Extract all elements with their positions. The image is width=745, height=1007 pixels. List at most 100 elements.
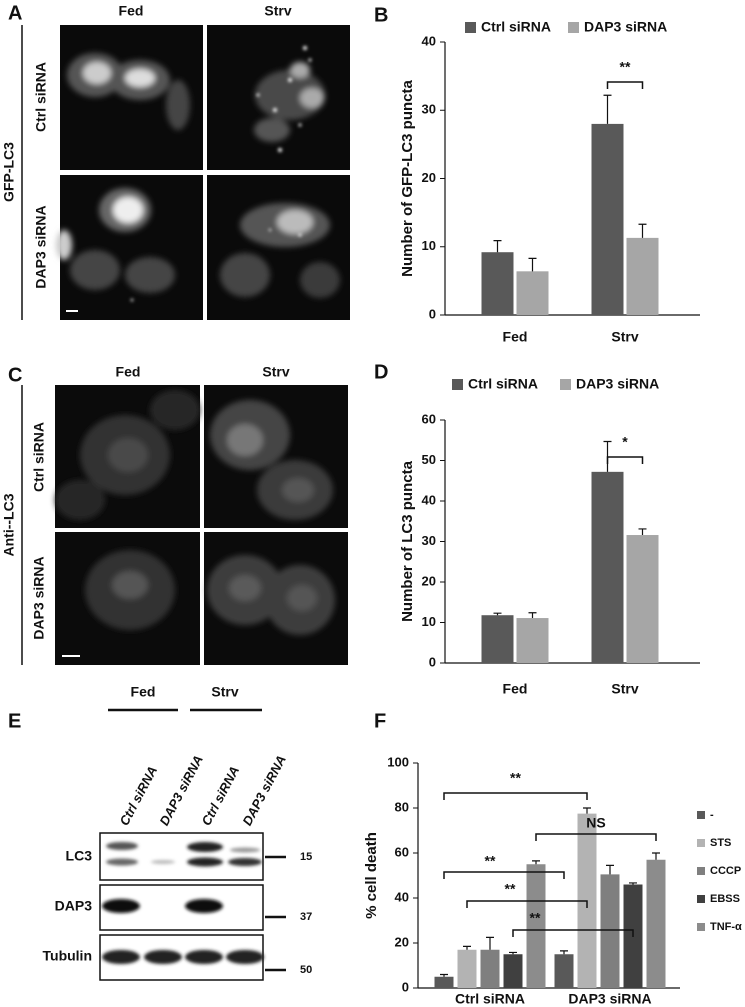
legend-label: Ctrl siRNA <box>468 376 538 392</box>
error-bar <box>583 807 591 814</box>
stain-label: GFP-LC3 <box>1 142 17 202</box>
significance-label: * <box>622 434 628 450</box>
significance-bracket <box>443 792 588 800</box>
bar <box>503 954 523 988</box>
bar <box>554 954 574 988</box>
significance-bracket <box>535 833 657 841</box>
significance-bracket <box>512 929 634 937</box>
bar <box>626 535 659 663</box>
y-tick-label: 60 <box>395 844 409 859</box>
legend-swatch <box>465 22 476 33</box>
legend-label: CCCP <box>710 865 741 877</box>
bar <box>481 252 514 315</box>
error-bar <box>532 860 540 865</box>
bar <box>516 618 549 663</box>
legend-swatch <box>697 867 705 875</box>
error-bar <box>638 528 647 536</box>
significance-label: NS <box>586 815 605 831</box>
legend-swatch <box>697 839 705 847</box>
mw-marker: 15 <box>300 851 312 863</box>
blot-row-label: DAP3 <box>55 898 93 914</box>
legend-label: DAP3 siRNA <box>584 19 667 35</box>
y-tick-label: 20 <box>395 934 409 949</box>
y-axis-label: Number of GFP-LC3 puncta <box>399 80 416 277</box>
significance-label: ** <box>510 770 521 786</box>
mw-marker: 37 <box>300 911 312 923</box>
x-tick-label: Strv <box>611 329 638 345</box>
error-bar <box>629 882 637 885</box>
micrograph-panel: Fed Strv Ctrl siRNA DAP3 siRNA GFP-LC3 <box>1 3 350 320</box>
bar <box>516 271 549 315</box>
blot-row-label: LC3 <box>66 848 93 864</box>
error-bar <box>493 612 502 616</box>
legend-label: Ctrl siRNA <box>481 19 551 35</box>
y-tick-label: 20 <box>422 573 436 588</box>
micrograph-panel: Fed Strv Ctrl siRNA DAP3 siRNA Anti--LC3 <box>1 364 348 665</box>
x-tick-label: Fed <box>503 329 528 345</box>
x-tick-label: Ctrl siRNA <box>455 991 525 1007</box>
bar <box>646 859 666 988</box>
y-tick-label: 80 <box>395 799 409 814</box>
significance-label: ** <box>620 59 631 75</box>
column-label: Strv <box>262 364 289 380</box>
stain-label: Anti--LC3 <box>1 493 17 556</box>
legend-swatch <box>697 895 705 903</box>
panel-letter: C <box>8 364 22 386</box>
y-tick-label: 0 <box>429 654 436 669</box>
panel-letter: B <box>374 4 388 26</box>
legend-label: TNF-α <box>710 921 742 933</box>
significance-bracket <box>606 456 644 464</box>
bar <box>591 471 624 663</box>
x-tick-label: Fed <box>503 681 528 697</box>
error-bar <box>528 612 537 619</box>
panel-letter: A <box>8 2 22 24</box>
lane-label: Ctrl siRNA <box>116 764 160 828</box>
error-bar <box>560 950 568 955</box>
y-tick-label: 10 <box>422 614 436 629</box>
error-bar <box>493 240 502 253</box>
legend-label: EBSS <box>710 893 740 905</box>
legend-swatch <box>697 923 705 931</box>
y-tick-label: 30 <box>422 102 436 117</box>
lane-label: Ctrl siRNA <box>198 764 242 828</box>
lane-label: DAP3 siRNA <box>239 753 289 828</box>
y-axis-label: Number of LC3 puncta <box>399 460 416 621</box>
significance-bracket <box>606 81 644 89</box>
bar <box>434 976 454 988</box>
error-bar <box>652 852 660 860</box>
x-tick-label: Strv <box>611 681 638 697</box>
group-label: Strv <box>211 684 238 700</box>
y-tick-label: 50 <box>422 452 436 467</box>
error-bar <box>606 864 614 875</box>
lane-label: DAP3 siRNA <box>156 753 206 828</box>
legend-label: - <box>710 809 714 821</box>
y-axis-label: % cell death <box>363 832 380 919</box>
bar <box>480 949 500 988</box>
bar <box>526 864 546 988</box>
bar <box>481 615 514 663</box>
panel-letter: E <box>8 710 21 732</box>
y-tick-label: 10 <box>422 238 436 253</box>
significance-label: ** <box>485 853 496 869</box>
y-tick-label: 20 <box>422 170 436 185</box>
legend-swatch <box>560 379 571 390</box>
error-bar <box>603 94 612 124</box>
legend-label: STS <box>710 837 731 849</box>
column-label: Fed <box>119 3 144 19</box>
panel-letter: D <box>374 361 388 383</box>
bar <box>600 874 620 988</box>
significance-label: ** <box>505 881 516 897</box>
error-bar <box>638 223 647 238</box>
y-tick-label: 0 <box>429 306 436 321</box>
bar <box>457 949 477 988</box>
legend-swatch <box>452 379 463 390</box>
significance-label: ** <box>530 910 541 926</box>
y-tick-label: 40 <box>422 33 436 48</box>
error-bar <box>440 973 448 977</box>
x-tick-label: DAP3 siRNA <box>568 991 651 1007</box>
significance-bracket <box>443 871 565 879</box>
row-label: DAP3 siRNA <box>33 205 49 288</box>
y-tick-label: 40 <box>422 492 436 507</box>
legend-swatch <box>697 811 705 819</box>
